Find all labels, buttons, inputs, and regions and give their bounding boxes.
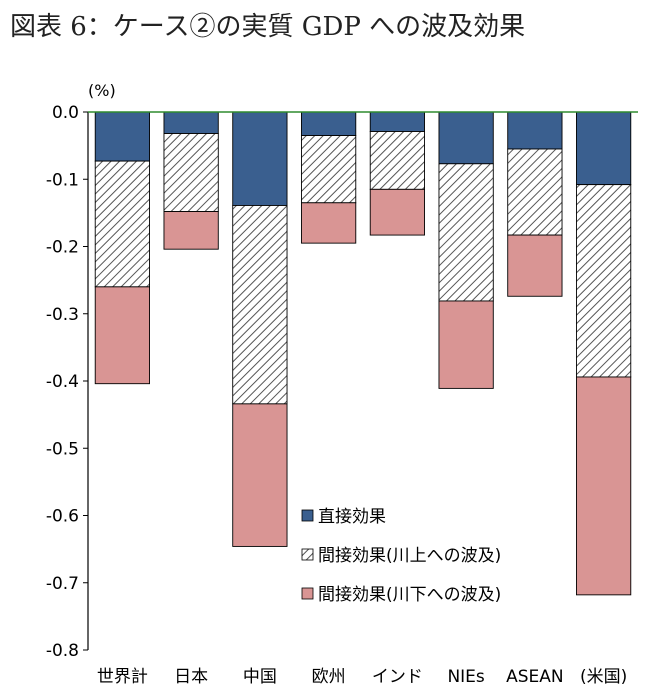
legend-swatch — [301, 548, 314, 561]
bar-3-8 — [576, 376, 632, 596]
bar-1-5 — [369, 111, 425, 132]
bar-2-1 — [94, 160, 150, 288]
bar-3-3 — [232, 403, 288, 547]
bar-2-8 — [576, 184, 632, 378]
bar-1-6 — [438, 111, 494, 165]
bar-2-4 — [301, 135, 357, 204]
bar-1-7 — [507, 111, 563, 150]
y-tick-label: -0.7 — [46, 574, 79, 594]
x-category-label: インド — [372, 667, 423, 687]
legend-label: 間接効果(川下への波及) — [318, 585, 501, 605]
bar-1-4 — [301, 111, 357, 136]
x-category-label: 欧州 — [312, 667, 346, 687]
bar-3-1 — [94, 286, 150, 385]
x-category-label: 世界計 — [97, 667, 148, 687]
legend-swatch — [301, 587, 314, 600]
legend-label: 直接効果 — [318, 507, 386, 527]
bar-1-1 — [94, 111, 150, 162]
y-tick-label: -0.6 — [46, 507, 79, 527]
bar-3-5 — [369, 188, 425, 236]
y-tick-label: 0.0 — [52, 103, 79, 123]
y-tick-label: -0.3 — [46, 305, 79, 325]
bar-3-7 — [507, 234, 563, 297]
x-category-label: 中国 — [243, 667, 277, 687]
x-category-label: NIEs — [447, 667, 484, 687]
x-category-label: (米国) — [580, 667, 627, 687]
bar-2-2 — [163, 133, 219, 212]
bar-2-6 — [438, 163, 494, 302]
x-category-label: ASEAN — [506, 667, 564, 687]
bar-1-3 — [232, 111, 288, 206]
bar-3-4 — [301, 202, 357, 244]
y-tick-label: -0.8 — [46, 641, 79, 661]
y-unit-label: (%) — [88, 81, 116, 100]
bar-2-5 — [369, 131, 425, 190]
x-category-label: 日本 — [174, 667, 208, 687]
y-tick-label: -0.1 — [46, 170, 79, 190]
chart-title: 図表 6：ケース②の実質 GDP への波及効果 — [10, 12, 526, 42]
bar-2-3 — [232, 205, 288, 405]
legend-label: 間接効果(川上への波及) — [318, 546, 501, 566]
bar-1-8 — [576, 111, 632, 186]
y-tick-label: -0.4 — [46, 372, 79, 392]
bar-3-6 — [438, 300, 494, 389]
legend-swatch — [301, 509, 314, 522]
bar-3-2 — [163, 211, 219, 250]
y-tick-label: -0.5 — [46, 439, 79, 459]
bar-2-7 — [507, 148, 563, 236]
bar-1-2 — [163, 111, 219, 134]
y-tick-label: -0.2 — [46, 238, 79, 258]
